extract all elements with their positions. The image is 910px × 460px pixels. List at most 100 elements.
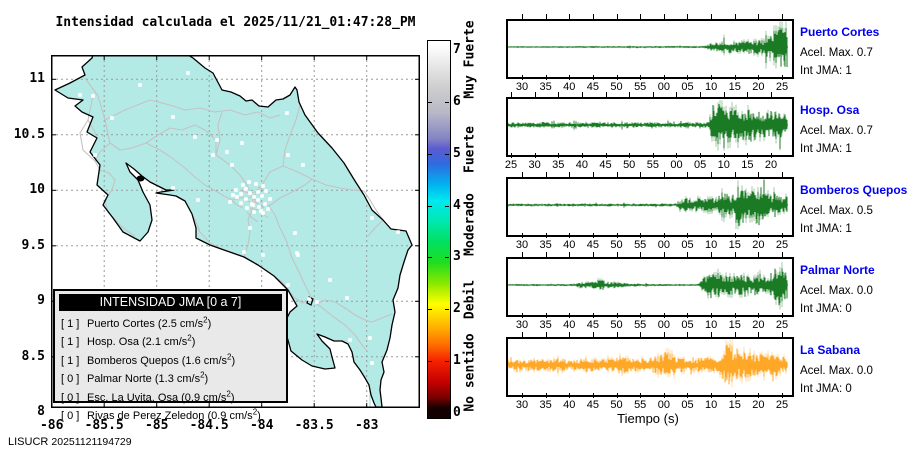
station-int-jma: Int JMA: 1 <box>800 223 852 235</box>
seismogram-tick <box>652 153 654 158</box>
seismogram-tick-label: 05 <box>681 239 694 251</box>
seismogram-tick <box>687 172 689 177</box>
seismogram-box <box>506 257 794 317</box>
seismogram-tick <box>545 313 547 318</box>
legend-rows: [ 1 ] Puerto Cortes (2.5 cm/s2) [ 1 ] Hosp.… <box>55 313 286 424</box>
seismogram-tick <box>663 332 665 337</box>
seismogram-tick <box>711 233 713 238</box>
station-acel-max: Acel. Max. 0.0 <box>800 365 873 377</box>
station-marker <box>348 338 352 342</box>
seismogram-tick-label: 40 <box>563 239 576 251</box>
seismogram-tick <box>734 172 736 177</box>
seismogram-tick-label: 00 <box>657 239 670 251</box>
seismogram-tick <box>569 393 571 398</box>
seismogram-tick <box>758 172 760 177</box>
colorbar-tick-label: 7 <box>453 42 461 57</box>
seismogram-box <box>506 19 794 79</box>
seismogram-tick <box>569 233 571 238</box>
road-line <box>252 197 265 208</box>
seismogram-tick-label: 15 <box>728 239 741 251</box>
seismogram-tick-label: 05 <box>681 81 694 93</box>
seismogram-tick <box>734 14 736 19</box>
station-marker <box>91 94 95 98</box>
seismogram-tick <box>545 14 547 19</box>
road-line <box>252 165 365 199</box>
seismogram-tick <box>687 332 689 337</box>
seismogram-tick-label: 20 <box>752 319 765 331</box>
station-marker <box>250 202 254 206</box>
seismogram-tick <box>592 172 594 177</box>
legend-station: Puerto Cortes (2.5 cm/s2) <box>87 315 212 330</box>
seismogram-tick-label: 40 <box>563 319 576 331</box>
seismogram-tick-label: 10 <box>717 159 730 171</box>
seismogram-tick <box>640 233 642 238</box>
seismogram-tick <box>640 75 642 80</box>
seismogram-tick <box>592 332 594 337</box>
station-marker <box>240 141 244 145</box>
seismogram-tick <box>676 153 678 158</box>
colorbar-tick <box>445 257 449 259</box>
seismogram-tick <box>782 252 784 257</box>
seismogram-tick <box>592 252 594 257</box>
colorbar-tick <box>445 361 449 363</box>
footer-org: LISUCR <box>8 436 49 448</box>
station-acel-max: Acel. Max. 0.0 <box>800 285 873 297</box>
seismogram-tick <box>734 233 736 238</box>
road-line <box>84 77 254 201</box>
station-int-jma: Int JMA: 1 <box>800 65 852 77</box>
seismogram-tick <box>616 393 618 398</box>
road-line <box>119 224 136 237</box>
colorbar-tick <box>428 257 432 259</box>
station-marker <box>230 163 234 167</box>
legend-intensity: [ 0 ] <box>61 391 80 404</box>
road-line <box>257 186 271 194</box>
seismogram-tick-label: 50 <box>610 81 623 93</box>
seismogram-tick <box>758 14 760 19</box>
seismogram-tick-label: 50 <box>610 399 623 411</box>
seismogram-tick <box>771 92 773 97</box>
seismogram-tick <box>545 233 547 238</box>
station-int-jma: Int JMA: 0 <box>800 303 852 315</box>
seismogram-tick <box>545 393 547 398</box>
station-marker <box>263 202 267 206</box>
road-line <box>268 178 313 207</box>
station-name: La Sabana <box>800 343 861 357</box>
seismogram-tick <box>569 332 571 337</box>
station-marker <box>138 83 142 87</box>
road-line <box>94 142 121 226</box>
colorbar-tick <box>428 153 432 155</box>
seismogram-tick <box>640 393 642 398</box>
legend-intensity: [ 1 ] <box>61 317 80 330</box>
waveform <box>507 339 788 388</box>
station-marker <box>328 278 332 282</box>
seismogram-tick-label: 10 <box>704 399 718 411</box>
footer-code: 20251121194729 <box>51 436 132 448</box>
seismogram-tick-label: 30 <box>515 399 529 411</box>
seismogram-tick <box>616 233 618 238</box>
seismogram-box <box>506 97 794 157</box>
road-line <box>231 199 238 206</box>
seismogram-tick <box>522 332 523 337</box>
station-int-jma: Int JMA: 1 <box>800 143 852 155</box>
waveform <box>507 262 788 310</box>
seismogram-tick-label: 25 <box>504 159 518 171</box>
seismogram-tick <box>663 393 665 398</box>
seismogram-tick-label: 35 <box>539 239 552 251</box>
colorbar-tick <box>445 153 449 155</box>
station-marker <box>241 183 245 187</box>
seismogram-tick <box>545 172 547 177</box>
seismogram-tick <box>616 332 618 337</box>
road-line <box>104 99 281 121</box>
seismogram-tick-label: 55 <box>634 319 647 331</box>
seismogram-tick-label: 55 <box>634 399 647 411</box>
seismogram-tick <box>687 393 689 398</box>
seismogram-tick <box>545 252 547 257</box>
seismogram-box <box>506 337 794 397</box>
map-y-tick-label: 9 <box>37 293 45 309</box>
seismogram-tick-label: 15 <box>728 399 741 411</box>
seismogram-tick <box>522 14 523 19</box>
seismogram-tick-label: 25 <box>775 239 789 251</box>
seismogram-tick-label: 10 <box>704 319 718 331</box>
map-y-tick-label: 11 <box>29 71 45 87</box>
